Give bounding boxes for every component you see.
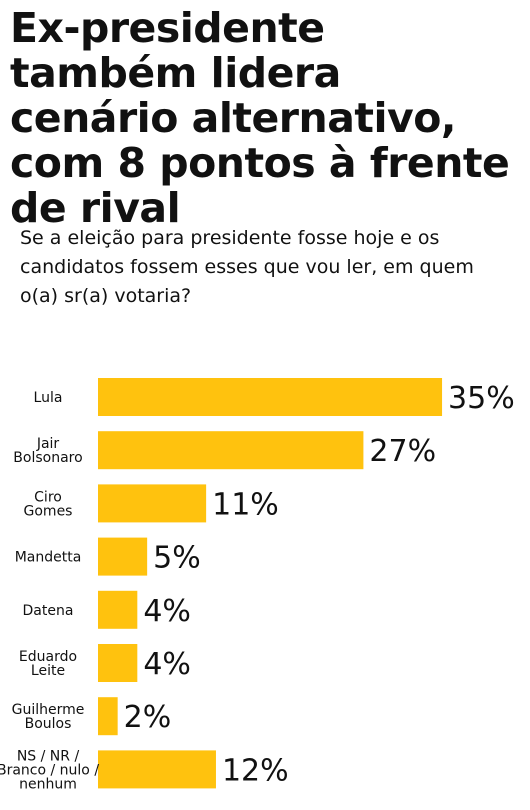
value-label: 12% xyxy=(222,753,289,788)
category-label: Jair Bolsonaro xyxy=(13,436,82,466)
survey-question: Se a eleição para presidente fosse hoje … xyxy=(20,227,474,307)
category-label: Mandetta xyxy=(15,550,82,566)
bar xyxy=(98,484,207,523)
value-label: 27% xyxy=(369,434,436,469)
category-label: Lula xyxy=(34,390,63,406)
bar xyxy=(98,378,443,416)
bar xyxy=(98,590,138,629)
bar-chart: 35% Lula 27% Jair Bolsonaro 11% Ciro Gomes 5% Man… xyxy=(0,378,515,792)
category-label: NS / NR / Branco / nulo / nenhum xyxy=(0,748,99,792)
value-label: 2% xyxy=(124,700,172,735)
category-label: Eduardo Leite xyxy=(19,649,77,679)
category-label: Ciro Gomes xyxy=(24,489,73,519)
headline: Ex-presidente também lidera cenário alte… xyxy=(10,4,510,232)
value-label: 4% xyxy=(143,647,191,682)
value-label: 4% xyxy=(143,594,191,629)
bar xyxy=(98,537,148,576)
bar xyxy=(98,644,138,682)
category-label: Datena xyxy=(23,603,74,619)
value-label: 5% xyxy=(153,541,201,576)
value-label: 11% xyxy=(212,487,279,522)
bar xyxy=(98,697,118,736)
value-label: 35% xyxy=(448,381,515,416)
bar xyxy=(98,431,364,470)
category-label: Guilherme Boulos xyxy=(12,702,85,732)
bar xyxy=(98,750,216,789)
